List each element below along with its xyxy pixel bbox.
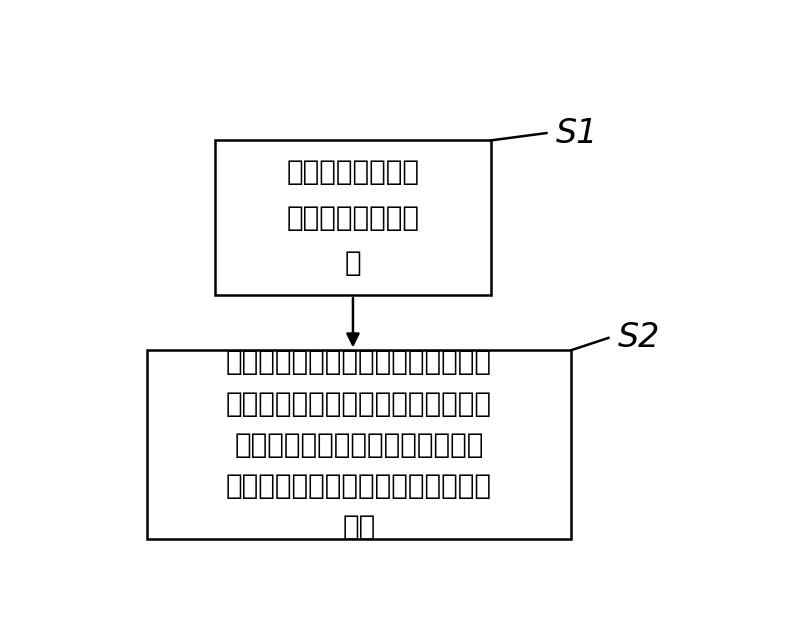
- FancyBboxPatch shape: [214, 140, 490, 295]
- FancyBboxPatch shape: [146, 350, 571, 539]
- Text: 通过电机转速调节
器得到直轴电流指
令: 通过电机转速调节 器得到直轴电流指 令: [286, 158, 419, 278]
- Text: 通过电机直轴电流调节器输出的直轴
电压指令值和逆变器输出的最大电压
值来计算得到电机交轴电压的指令
值，保证在弱磁区间电机电压达到最
大值: 通过电机直轴电流调节器输出的直轴 电压指令值和逆变器输出的最大电压 值来计算得到…: [226, 348, 492, 541]
- Text: S1: S1: [556, 117, 598, 149]
- Text: S2: S2: [618, 322, 660, 355]
